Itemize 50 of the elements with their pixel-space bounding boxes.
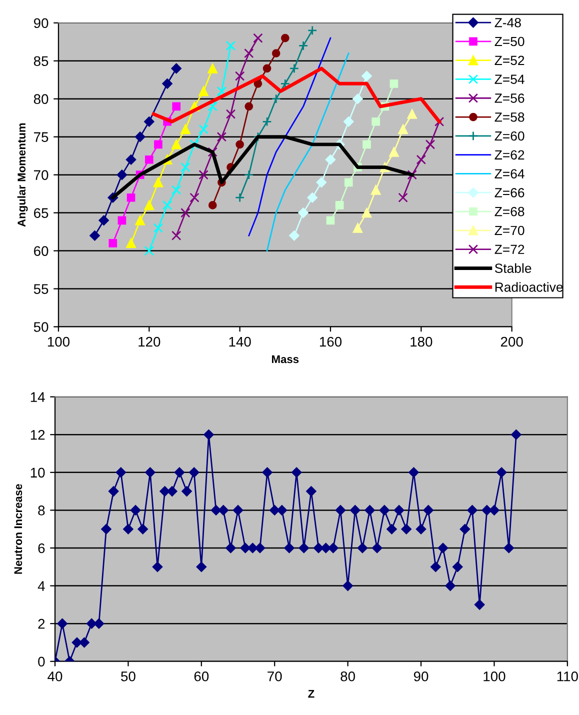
- legend-label: Z=72: [494, 244, 524, 254]
- y-tick-label: 90: [34, 18, 48, 28]
- y-tick-label: 12: [30, 430, 45, 440]
- x-tick-label: 60: [194, 671, 209, 682]
- x-tick-label: 140: [229, 336, 251, 347]
- y-tick-label: 0: [38, 656, 45, 667]
- y-tick-label: 10: [30, 468, 45, 478]
- y-tick-label: 70: [34, 170, 48, 180]
- legend-label: Z=62: [494, 150, 524, 160]
- x-tick-label: 120: [138, 336, 160, 347]
- legend-label: Z-48: [494, 18, 521, 28]
- legend-label: Z=60: [494, 131, 524, 141]
- legend-label: Z=56: [494, 94, 524, 103]
- legend-label: Stable: [494, 263, 532, 273]
- y-tick-label: 8: [38, 506, 45, 516]
- y-tick-label: 50: [34, 322, 48, 332]
- legend-label: Z=64: [494, 169, 524, 178]
- y-tick-label: 55: [34, 284, 48, 294]
- x-tick-label: 180: [410, 336, 432, 347]
- x-tick-label: 80: [340, 671, 355, 682]
- x-tick-label: 50: [121, 671, 136, 682]
- x-tick-label: 70: [268, 671, 282, 682]
- y-tick-label: 65: [34, 208, 48, 218]
- x-tick-label: 160: [320, 336, 342, 347]
- x-axis-title: Z: [308, 690, 314, 698]
- x-tick-label: 90: [414, 671, 428, 682]
- x-axis-title: Mass: [272, 355, 299, 364]
- legend-label: Radioactive: [495, 282, 563, 292]
- y-tick-label: 75: [34, 132, 48, 142]
- y-tick-label: 80: [34, 94, 48, 104]
- y-axis-title: Neutron Increase: [14, 484, 22, 574]
- y-tick-label: 2: [38, 618, 45, 629]
- legend-label: Z=66: [494, 188, 524, 198]
- y-tick-label: 85: [34, 56, 48, 66]
- x-tick-label: 100: [48, 336, 70, 347]
- x-tick-label: 110: [557, 671, 578, 682]
- x-tick-label: 40: [48, 671, 62, 682]
- legend-label: Z=68: [494, 206, 524, 216]
- y-tick-label: 60: [34, 246, 48, 256]
- y-tick-label: 4: [38, 581, 45, 591]
- y-tick-label: 6: [38, 543, 45, 554]
- x-tick-label: 200: [500, 336, 523, 347]
- legend-label: Z=70: [494, 226, 524, 236]
- legend-label: Z=58: [494, 112, 524, 122]
- y-tick-label: 14: [30, 392, 45, 402]
- x-tick-label: 100: [484, 671, 506, 682]
- legend-label: Z=54: [494, 74, 524, 84]
- y-axis-title: Angular Momentum: [17, 123, 28, 227]
- legend-label: Z=52: [494, 56, 524, 66]
- legend-label: Z=50: [494, 36, 524, 46]
